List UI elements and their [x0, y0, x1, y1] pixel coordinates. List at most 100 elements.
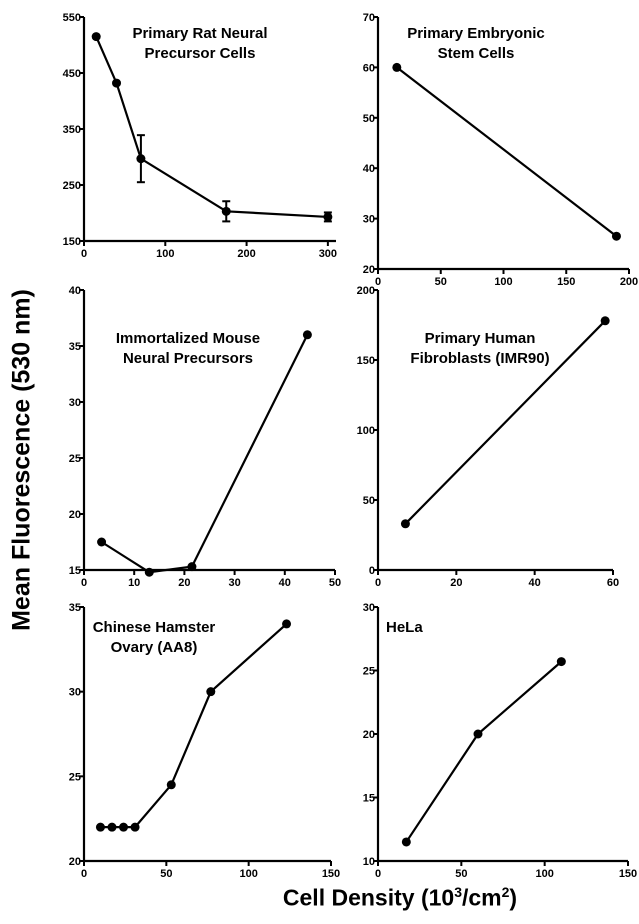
panel-6-data-point: [473, 729, 483, 739]
panel-5-data-point: [107, 822, 117, 832]
panel-6-data-point: [401, 837, 411, 847]
panel-2-x-tick-label: 150: [557, 276, 575, 288]
panel-4-y-tick-label: 50: [363, 495, 375, 507]
x-axis-label-unit-exponent: 2: [501, 884, 510, 900]
panel-4-x-tick-label: 60: [607, 577, 619, 589]
panel-6-y-tick-label: 20: [363, 729, 375, 741]
panel-2-series-line: [396, 66, 618, 238]
panel-5-data-point: [206, 687, 216, 697]
panel-3-x-tick-label: 10: [128, 577, 140, 589]
panel-2-y-tick-label: 20: [363, 264, 375, 276]
x-axis-label-exponent: 3: [454, 884, 462, 900]
panel-3-y-tick-label: 15: [69, 565, 81, 577]
panel-2-y-tick-label: 50: [363, 113, 375, 125]
panel-6-x-tick-label: 150: [619, 868, 637, 880]
panel-4-y-tick-label: 150: [357, 355, 375, 367]
panel-5-data-point: [282, 619, 292, 629]
panel-2: 20 30 40 50 60 70 0 50 100 150 200 Primary Embryoni…: [363, 12, 638, 288]
panel-1-y-tick-label: 150: [63, 236, 81, 248]
panel-3-series-line: [100, 334, 309, 574]
panel-3-data-point: [302, 330, 312, 340]
panel-2-y-tick-label: 60: [363, 62, 375, 74]
panel-3-data-point: [144, 567, 154, 577]
panel-3-x-tick-label: 50: [329, 577, 341, 589]
panel-3-y-tick-label: 35: [69, 341, 81, 353]
panel-5-x-tick-label: 0: [81, 868, 87, 880]
panel-2-data-point: [392, 62, 402, 72]
panel-3-x-tick-label: 0: [81, 577, 87, 589]
panel-2-y-tick-label: 40: [363, 163, 375, 175]
panel-4-title: Fibroblasts (IMR90): [410, 350, 549, 367]
panel-4-y-tick-label: 200: [357, 285, 375, 297]
panel-1-y-tick-label: 250: [63, 180, 81, 192]
panel-3-x-tick-label: 40: [279, 577, 291, 589]
panel-1-title: Primary Rat Neural: [132, 25, 267, 42]
panel-1-x-tick-label: 300: [319, 248, 337, 260]
panel-1-title: Precursor Cells: [145, 45, 256, 62]
panel-5-y-tick-label: 25: [69, 771, 81, 783]
panel-6-x-tick-label: 0: [375, 868, 381, 880]
panel-6-data-point: [556, 657, 566, 667]
panel-1-data-point: [221, 206, 231, 216]
panel-1-y-tick-label: 550: [63, 12, 81, 24]
panel-3-y-tick-label: 20: [69, 509, 81, 521]
panel-1-x-tick-label: 200: [237, 248, 255, 260]
panel-5-data-point: [119, 822, 129, 832]
panel-4-x-tick-label: 0: [375, 577, 381, 589]
panel-4-x-tick-label: 20: [450, 577, 462, 589]
panel-6-y-tick-label: 25: [363, 666, 375, 678]
panel-3: 15 20 25 30 35 40 0 10 20 30 40 50 Immortalized Mous…: [69, 285, 341, 589]
panel-4-data-point: [600, 316, 610, 326]
panel-3-title: Immortalized Mouse: [116, 330, 260, 347]
y-axis-label: Mean Fluorescence (530 nm): [7, 289, 36, 631]
panel-6-y-tick-label: 15: [363, 793, 375, 805]
panel-5-y-tick-label: 30: [69, 687, 81, 699]
panel-1-series-line: [95, 36, 328, 219]
panel-2-title: Primary Embryonic: [407, 25, 545, 42]
panel-5: 20 25 30 35 0 50 100 150 Chinese Hamster Ovary (A…: [69, 602, 340, 880]
panel-5-data-point: [95, 822, 105, 832]
panel-4-series-line: [404, 320, 606, 525]
panel-5-title: Ovary (AA8): [111, 639, 198, 656]
panel-2-y-tick-label: 30: [363, 214, 375, 226]
x-axis-label-unit: /cm: [461, 884, 502, 911]
x-axis-label-prefix: Cell Density (10: [282, 884, 455, 911]
panel-1-y-tick-label: 450: [63, 68, 81, 80]
panel-1-data-point: [112, 78, 122, 88]
panel-1: 150 250 350 450 550 0 100 200 300 Primary Rat Neu…: [63, 12, 337, 260]
panel-1-x-tick-label: 0: [81, 248, 87, 260]
panel-6-y-tick-label: 10: [363, 856, 375, 868]
panel-3-y-tick-label: 40: [69, 285, 81, 297]
panel-3-data-point: [187, 562, 197, 572]
panel-3-x-tick-label: 30: [228, 577, 240, 589]
panel-4-y-tick-label: 0: [369, 565, 375, 577]
panel-2-y-tick-label: 70: [363, 12, 375, 24]
panel-5-data-point: [166, 780, 176, 790]
panel-5-y-tick-label: 35: [69, 602, 81, 614]
panel-4: 0 50 100 150 200 0 20 40 60 Primary Human Fibrobla…: [357, 285, 619, 589]
panel-2-x-tick-label: 0: [375, 276, 381, 288]
panel-6-x-tick-label: 100: [535, 868, 553, 880]
panel-2-title: Stem Cells: [438, 45, 515, 62]
panel-2-x-tick-label: 100: [494, 276, 512, 288]
panel-6-y-tick-label: 30: [363, 602, 375, 614]
panel-5-x-tick-label: 100: [239, 868, 257, 880]
panel-1-x-tick-label: 100: [156, 248, 174, 260]
panel-3-x-tick-label: 20: [178, 577, 190, 589]
panel-2-x-tick-label: 50: [435, 276, 447, 288]
panel-1-y-tick-label: 350: [63, 124, 81, 136]
panel-4-y-tick-label: 100: [357, 425, 375, 437]
panel-1-data-point: [323, 212, 333, 222]
panel-4-x-tick-label: 40: [529, 577, 541, 589]
panel-3-y-tick-label: 25: [69, 453, 81, 465]
panel-6-title: HeLa: [386, 619, 423, 636]
x-axis-label-suffix: ): [509, 884, 518, 911]
panel-3-title: Neural Precursors: [123, 350, 253, 367]
panel-1-data-point: [91, 32, 101, 42]
panel-5-x-tick-label: 150: [322, 868, 340, 880]
panel-2-data-point: [611, 231, 621, 241]
panel-4-title: Primary Human: [425, 330, 536, 347]
panel-5-x-tick-label: 50: [160, 868, 172, 880]
panel-6-series-line: [405, 660, 563, 843]
